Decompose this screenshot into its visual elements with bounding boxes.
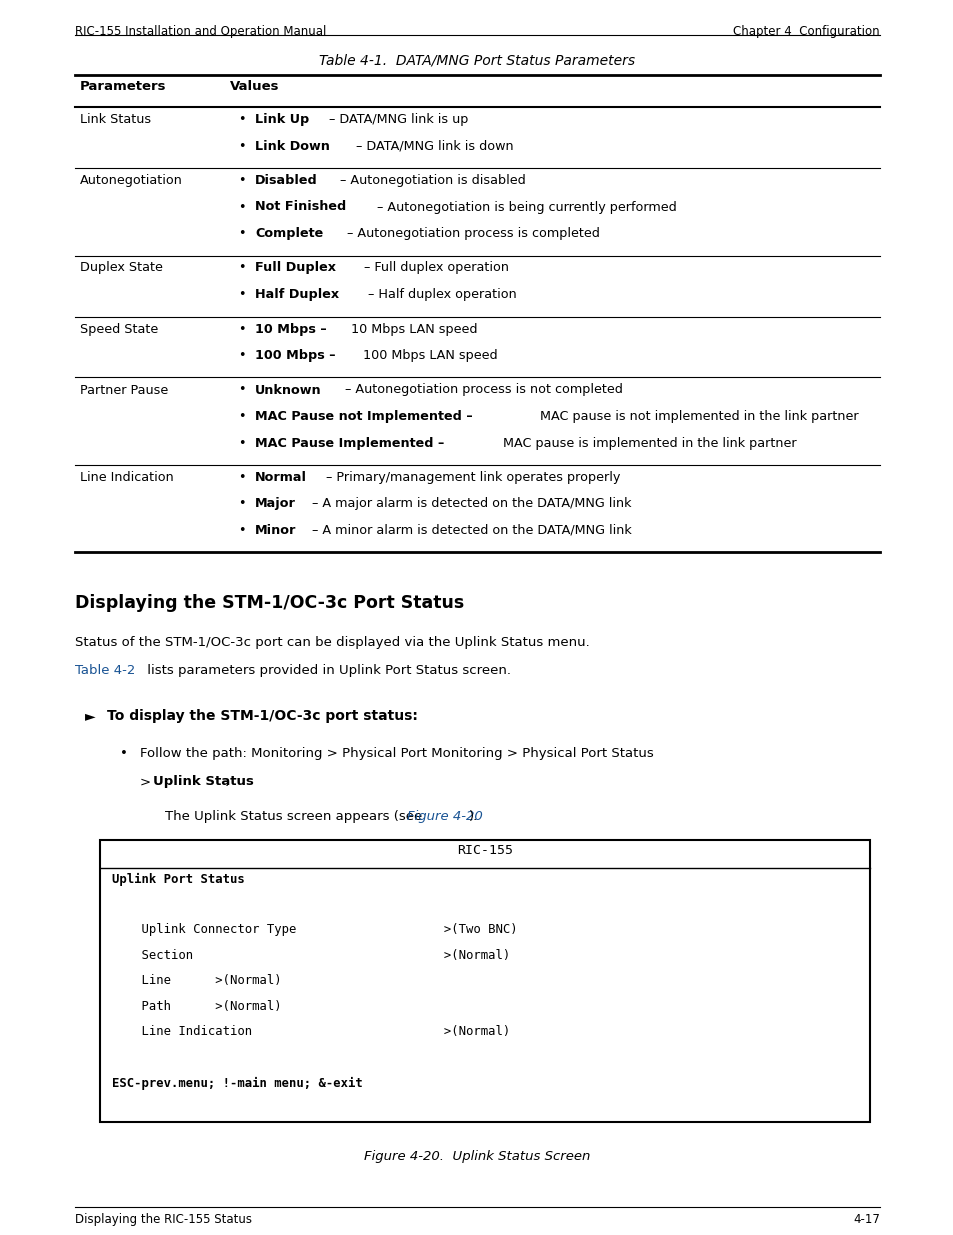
Text: •: • [237, 322, 245, 336]
Text: Displaying the STM-1/OC-3c Port Status: Displaying the STM-1/OC-3c Port Status [75, 594, 464, 613]
Text: – DATA/MNG link is up: – DATA/MNG link is up [325, 112, 468, 126]
Text: Table 4-1.  DATA/MNG Port Status Parameters: Table 4-1. DATA/MNG Port Status Paramete… [319, 53, 635, 67]
Text: •: • [237, 524, 245, 537]
Text: Full Duplex: Full Duplex [254, 262, 335, 274]
Text: RIC-155 Installation and Operation Manual: RIC-155 Installation and Operation Manua… [75, 25, 326, 38]
Text: •: • [237, 498, 245, 510]
Text: •: • [120, 747, 128, 761]
Text: •: • [237, 350, 245, 362]
Text: 10 Mbps LAN speed: 10 Mbps LAN speed [347, 322, 477, 336]
Text: 100 Mbps –: 100 Mbps – [254, 350, 335, 362]
Text: lists parameters provided in Uplink Port Status screen.: lists parameters provided in Uplink Port… [143, 664, 511, 678]
Text: Link Up: Link Up [254, 112, 309, 126]
Text: Line Indication: Line Indication [80, 471, 173, 484]
Text: MAC pause is not implemented in the link partner: MAC pause is not implemented in the link… [536, 410, 858, 424]
Text: •: • [237, 112, 245, 126]
Text: Path      >(Normal): Path >(Normal) [112, 1000, 281, 1013]
Text: MAC pause is implemented in the link partner: MAC pause is implemented in the link par… [498, 436, 796, 450]
Text: •: • [237, 227, 245, 240]
Text: Half Duplex: Half Duplex [254, 288, 338, 301]
Text: – Autonegotiation is being currently performed: – Autonegotiation is being currently per… [373, 200, 676, 214]
Text: •: • [237, 200, 245, 214]
Text: Follow the path: Monitoring > Physical Port Monitoring > Physical Port Status: Follow the path: Monitoring > Physical P… [140, 747, 653, 761]
Text: Uplink Connector Type                    >(Two BNC): Uplink Connector Type >(Two BNC) [112, 924, 517, 936]
Text: Line      >(Normal): Line >(Normal) [112, 974, 281, 988]
Text: – A minor alarm is detected on the DATA/MNG link: – A minor alarm is detected on the DATA/… [308, 524, 632, 537]
Text: – Autonegotiation process is completed: – Autonegotiation process is completed [343, 227, 599, 240]
Text: Normal: Normal [254, 471, 307, 484]
Text: 100 Mbps LAN speed: 100 Mbps LAN speed [358, 350, 497, 362]
Text: 4-17: 4-17 [852, 1213, 879, 1226]
Text: Values: Values [230, 80, 279, 93]
Text: Chapter 4  Configuration: Chapter 4 Configuration [733, 25, 879, 38]
Text: – Full duplex operation: – Full duplex operation [359, 262, 508, 274]
FancyBboxPatch shape [100, 841, 869, 1123]
Text: Link Status: Link Status [80, 112, 151, 126]
Text: •: • [237, 384, 245, 396]
Text: Not Finished: Not Finished [254, 200, 346, 214]
Text: Speed State: Speed State [80, 322, 158, 336]
Text: Parameters: Parameters [80, 80, 167, 93]
Text: Complete: Complete [254, 227, 323, 240]
Text: Uplink Status: Uplink Status [152, 776, 253, 788]
Text: •: • [237, 140, 245, 152]
Text: Partner Pause: Partner Pause [80, 384, 168, 396]
Text: – A major alarm is detected on the DATA/MNG link: – A major alarm is detected on the DATA/… [308, 498, 631, 510]
Text: Disabled: Disabled [254, 174, 317, 186]
Text: Displaying the RIC-155 Status: Displaying the RIC-155 Status [75, 1213, 252, 1226]
Text: ESC-prev.menu; !-main menu; &-exit: ESC-prev.menu; !-main menu; &-exit [112, 1077, 362, 1089]
Text: •: • [237, 262, 245, 274]
Text: – Autonegotiation is disabled: – Autonegotiation is disabled [335, 174, 525, 186]
Text: ►: ► [85, 709, 95, 724]
Text: Section                                  >(Normal): Section >(Normal) [112, 948, 510, 962]
Text: RIC-155: RIC-155 [456, 845, 513, 857]
Text: – Primary/management link operates properly: – Primary/management link operates prope… [322, 471, 619, 484]
Text: Line Indication                          >(Normal): Line Indication >(Normal) [112, 1025, 510, 1039]
Text: •: • [237, 174, 245, 186]
Text: Table 4-2: Table 4-2 [75, 664, 135, 678]
Text: – DATA/MNG link is down: – DATA/MNG link is down [352, 140, 513, 152]
Text: MAC Pause Implemented –: MAC Pause Implemented – [254, 436, 444, 450]
Text: Uplink Port Status: Uplink Port Status [112, 872, 245, 885]
Text: •: • [237, 288, 245, 301]
Text: Duplex State: Duplex State [80, 262, 163, 274]
Text: •: • [237, 410, 245, 424]
Text: 10 Mbps –: 10 Mbps – [254, 322, 326, 336]
Text: Major: Major [254, 498, 295, 510]
Text: >: > [140, 776, 155, 788]
Text: Status of the STM-1/OC-3c port can be displayed via the Uplink Status menu.: Status of the STM-1/OC-3c port can be di… [75, 636, 589, 650]
Text: .: . [225, 776, 229, 788]
Text: Link Down: Link Down [254, 140, 330, 152]
Text: ).: ). [469, 810, 477, 824]
Text: Unknown: Unknown [254, 384, 321, 396]
Text: To display the STM-1/OC-3c port status:: To display the STM-1/OC-3c port status: [107, 709, 417, 724]
Text: Figure 4-20.  Uplink Status Screen: Figure 4-20. Uplink Status Screen [364, 1150, 590, 1163]
Text: Autonegotiation: Autonegotiation [80, 174, 183, 186]
Text: •: • [237, 436, 245, 450]
Text: – Half duplex operation: – Half duplex operation [363, 288, 516, 301]
Text: •: • [237, 471, 245, 484]
Text: The Uplink Status screen appears (see: The Uplink Status screen appears (see [165, 810, 426, 824]
Text: – Autonegotiation process is not completed: – Autonegotiation process is not complet… [340, 384, 622, 396]
Text: MAC Pause not Implemented –: MAC Pause not Implemented – [254, 410, 472, 424]
Text: Minor: Minor [254, 524, 296, 537]
Text: Figure 4-20: Figure 4-20 [407, 810, 482, 824]
